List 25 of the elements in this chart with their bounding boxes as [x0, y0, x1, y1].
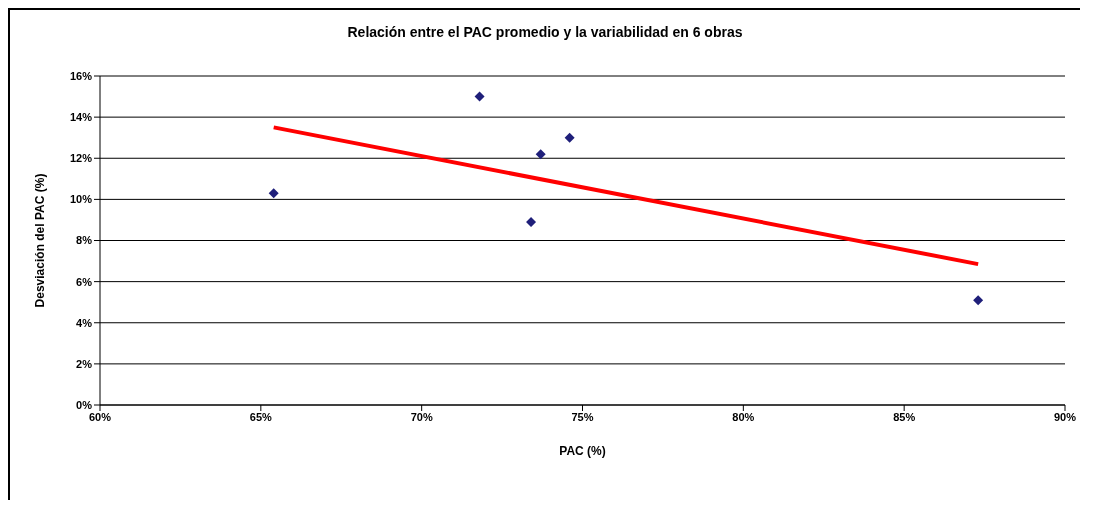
x-tick-label: 85% [893, 410, 916, 423]
x-axis-title: PAC (%) [559, 444, 606, 458]
point [564, 132, 575, 143]
y-tick-label: 16% [69, 69, 93, 82]
x-tick-label: 80% [732, 410, 755, 423]
x-tick-label: 65% [249, 410, 273, 423]
point [535, 149, 546, 160]
x-tick-label: 75% [571, 410, 594, 423]
point [526, 216, 537, 227]
y-tick-label: 6% [76, 275, 93, 288]
y-tick-label: 2% [76, 357, 93, 370]
y-tick-label: 12% [69, 152, 93, 165]
y-tick-label: 4% [76, 316, 93, 329]
y-tick-label: 14% [69, 111, 93, 124]
chart-title: Relación entre el PAC promedio y la variabilidad en 6 obras [346, 24, 744, 40]
y-tick-label: 10% [69, 193, 93, 206]
y-tick-label: 0% [76, 398, 93, 411]
x-tick-label: 90% [1053, 410, 1077, 423]
y-axis-title: Desviación del PAC (%) [33, 173, 48, 308]
x-tick-label: 60% [88, 410, 112, 423]
point [474, 91, 485, 102]
y-tick-label: 8% [76, 234, 93, 247]
point [973, 295, 984, 306]
x-tick-label: 70% [410, 410, 433, 423]
point [268, 188, 279, 199]
